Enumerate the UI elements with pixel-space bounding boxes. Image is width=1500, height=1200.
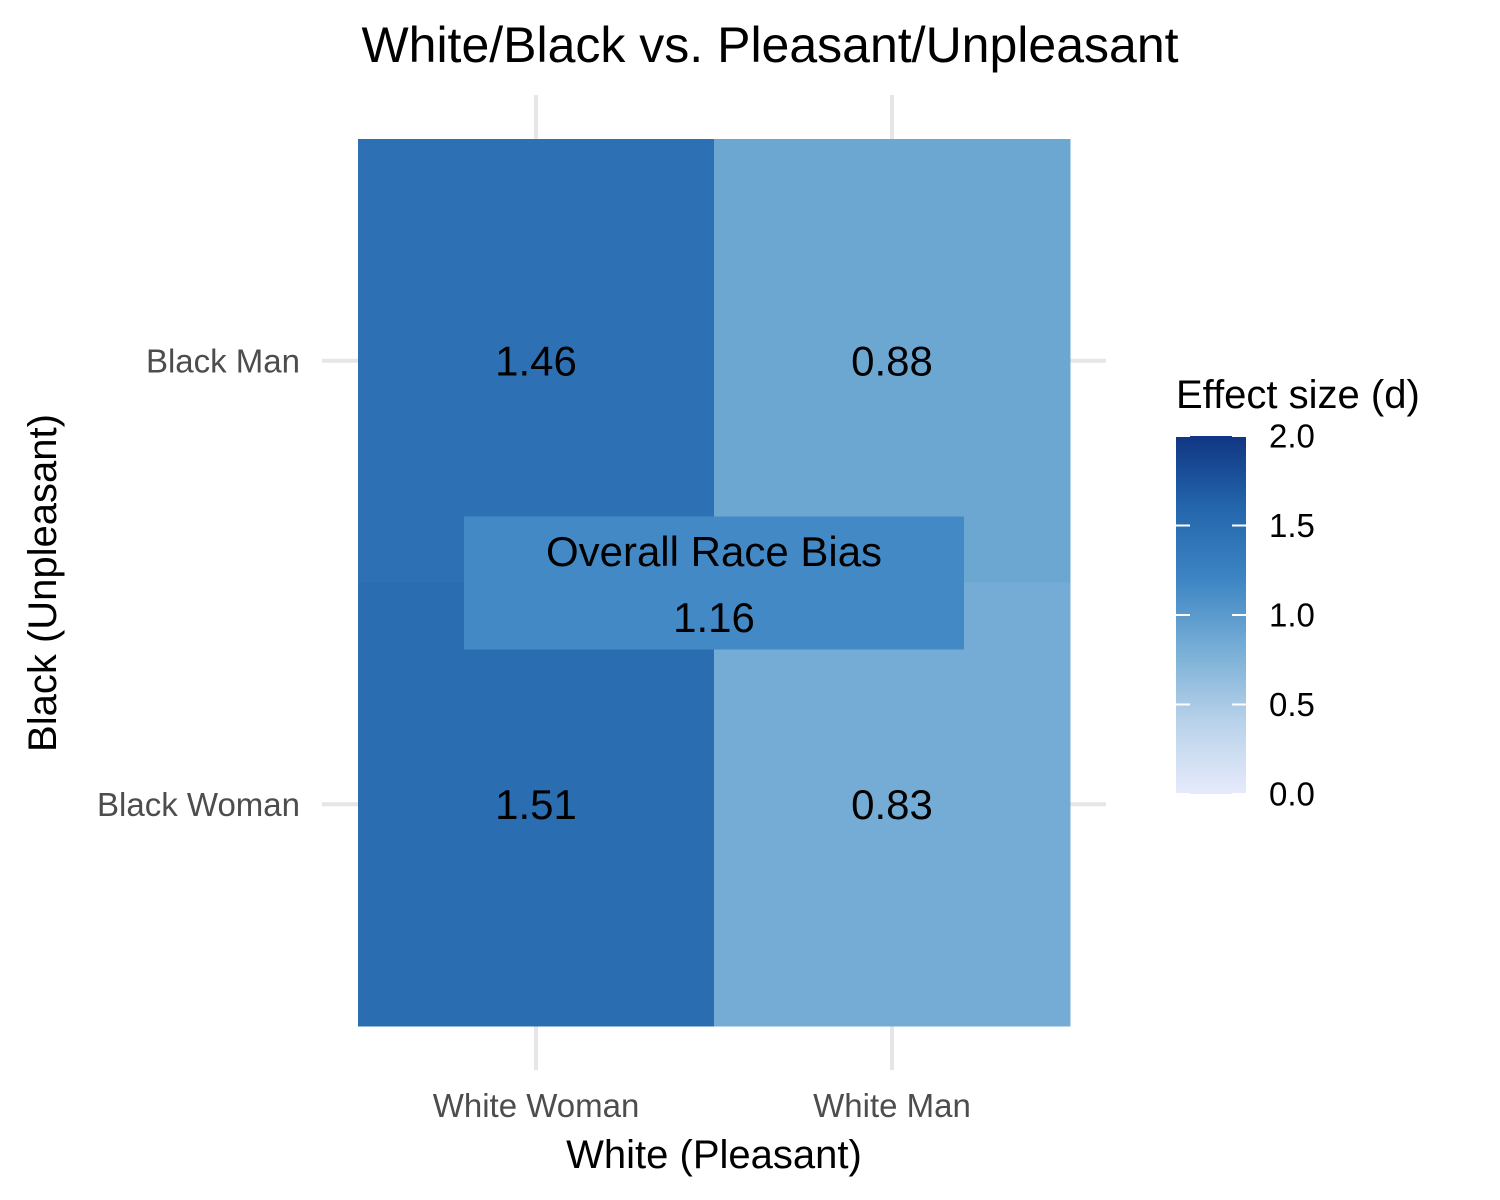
overall-box-background [464, 516, 964, 650]
overall-label: Overall Race Bias [546, 528, 882, 575]
cell-value-labels: 1.46 0.88 1.51 0.83 [495, 337, 933, 828]
x-tick-white-man: White Man [813, 1087, 971, 1124]
heatmap-cells [358, 139, 1071, 1027]
y-axis-tick-labels: Black Man Black Woman [97, 342, 300, 823]
legend-tick-label-2-0: 2.0 [1269, 418, 1315, 455]
legend-tick-label-1-5: 1.5 [1269, 507, 1315, 544]
legend-title: Effect size (d) [1176, 373, 1420, 417]
y-tick-black-woman: Black Woman [97, 786, 300, 823]
color-legend: Effect size (d) 2.0 1.5 1.0 0.5 0.0 [1176, 373, 1420, 813]
legend-tick-label-1-0: 1.0 [1269, 597, 1315, 634]
x-axis-tick-labels: White Woman White Man [433, 1087, 971, 1124]
chart-title: White/Black vs. Pleasant/Unpleasant [361, 17, 1178, 73]
legend-tick-label-0-0: 0.0 [1269, 776, 1315, 813]
cell-label-white-woman-black-woman: 1.51 [495, 781, 577, 828]
cell-label-white-man-black-woman: 0.83 [851, 781, 933, 828]
cell-white-woman-black-man [358, 139, 715, 583]
cell-label-white-man-black-man: 0.88 [851, 337, 933, 384]
cell-label-white-woman-black-man: 1.46 [495, 337, 577, 384]
overall-race-bias-box: Overall Race Bias 1.16 [464, 516, 964, 650]
x-tick-white-woman: White Woman [433, 1087, 640, 1124]
overall-value: 1.16 [673, 594, 755, 641]
x-axis-label: White (Pleasant) [566, 1133, 862, 1177]
cell-white-man-black-man [714, 139, 1071, 583]
cell-white-woman-black-woman [358, 582, 715, 1027]
cell-white-man-black-woman [714, 582, 1071, 1027]
legend-tick-label-0-5: 0.5 [1269, 686, 1315, 723]
y-tick-black-man: Black Man [146, 342, 300, 379]
y-axis-label: Black (Unpleasant) [21, 414, 65, 752]
